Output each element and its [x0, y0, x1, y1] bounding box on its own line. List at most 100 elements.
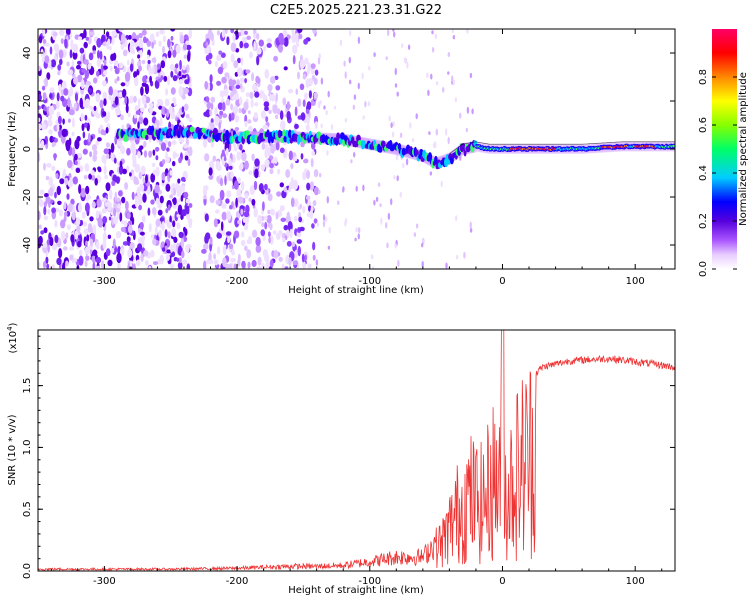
noise-speck	[55, 173, 59, 179]
noise-speck	[430, 73, 433, 80]
noise-speck	[233, 60, 239, 69]
noise-speck	[42, 260, 47, 269]
noise-speck	[59, 58, 63, 66]
noise-speck	[53, 153, 57, 161]
noise-speck	[120, 43, 125, 51]
noise-speck	[54, 191, 57, 199]
noise-speck	[233, 263, 237, 269]
noise-speck	[162, 35, 166, 43]
noise-speck	[146, 40, 152, 47]
noise-speck	[264, 159, 270, 168]
noise-speck	[297, 98, 302, 107]
noise-speck	[312, 200, 317, 207]
noise-speck	[155, 218, 161, 228]
noise-speck	[257, 256, 262, 266]
noise-speck	[405, 60, 408, 64]
noise-speck	[283, 36, 289, 47]
noise-speck	[91, 144, 98, 151]
noise-speck	[92, 153, 97, 162]
noise-speck	[158, 229, 162, 238]
noise-speck	[353, 94, 357, 100]
noise-speck	[234, 127, 240, 131]
noise-speck	[269, 168, 274, 175]
noise-speck	[154, 226, 158, 236]
noise-speck	[239, 83, 243, 90]
noise-speck	[171, 160, 176, 167]
noise-speck	[207, 124, 211, 130]
noise-speck	[204, 80, 209, 90]
noise-speck	[214, 115, 220, 126]
noise-speck	[377, 182, 381, 187]
noise-speck	[202, 139, 208, 148]
noise-speck	[133, 71, 138, 79]
noise-speck	[162, 247, 166, 252]
noise-speck	[102, 208, 106, 214]
noise-speck	[95, 92, 101, 103]
noise-speck	[295, 88, 299, 95]
noise-speck	[325, 216, 328, 223]
noise-speck	[159, 254, 164, 265]
noise-speck	[278, 32, 284, 43]
noise-speck	[83, 41, 88, 49]
noise-speck	[387, 29, 390, 37]
noise-speck	[392, 120, 395, 127]
noise-speck	[255, 244, 262, 253]
noise-speck	[58, 49, 64, 60]
noise-speck	[223, 156, 227, 162]
noise-speck	[173, 236, 178, 243]
noise-speck	[127, 59, 130, 66]
noise-speck	[121, 124, 125, 131]
noise-speck	[224, 72, 230, 78]
noise-speck	[431, 30, 434, 35]
noise-speck	[207, 29, 213, 40]
noise-speck	[84, 163, 90, 172]
noise-speck	[280, 217, 287, 222]
noise-speck	[171, 243, 178, 254]
noise-speck	[105, 182, 111, 192]
noise-speck	[180, 176, 186, 182]
noise-speck	[117, 261, 121, 269]
noise-speck	[415, 223, 419, 229]
noise-speck	[56, 185, 61, 196]
noise-speck	[82, 100, 87, 108]
noise-speck	[294, 249, 298, 259]
y-tick-label: 20	[22, 95, 33, 108]
noise-speck	[109, 45, 112, 51]
noise-speck	[463, 251, 466, 259]
noise-speck	[164, 99, 170, 107]
noise-speck	[106, 40, 110, 50]
noise-speck	[120, 82, 126, 87]
noise-speck	[235, 210, 241, 220]
snr-marks	[38, 330, 675, 571]
noise-speck	[66, 193, 70, 200]
noise-speck	[252, 83, 258, 91]
noise-speck	[185, 244, 190, 253]
noise-speck	[88, 105, 93, 110]
noise-speck	[54, 234, 59, 244]
noise-speck	[258, 39, 264, 47]
noise-speck	[183, 54, 188, 60]
noise-speck	[237, 177, 241, 184]
noise-speck	[215, 199, 221, 205]
noise-speck	[173, 153, 179, 158]
noise-speck	[79, 219, 84, 226]
noise-speck	[312, 29, 317, 35]
noise-speck	[155, 146, 160, 152]
signal-mark	[378, 145, 383, 153]
noise-speck	[171, 140, 177, 145]
noise-speck	[140, 165, 146, 175]
trend-line	[449, 141, 675, 155]
noise-speck	[140, 86, 144, 96]
noise-speck	[52, 31, 58, 37]
noise-speck	[85, 84, 88, 91]
noise-speck	[206, 101, 212, 110]
noise-speck	[311, 150, 316, 156]
noise-speck	[222, 244, 227, 256]
x-tick-label: -100	[358, 576, 381, 587]
noise-speck	[302, 171, 307, 181]
noise-speck	[46, 162, 52, 168]
noise-speck	[380, 217, 383, 225]
noise-speck	[396, 175, 399, 182]
noise-speck	[65, 139, 71, 149]
